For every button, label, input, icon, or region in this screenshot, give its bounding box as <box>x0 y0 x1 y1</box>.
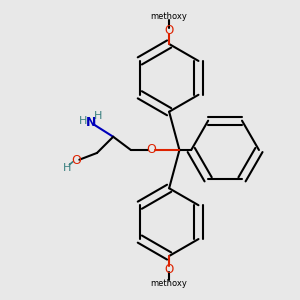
Text: O: O <box>164 24 174 37</box>
Text: H: H <box>94 111 102 121</box>
Text: O: O <box>146 143 156 157</box>
Text: O: O <box>71 154 81 167</box>
Text: O: O <box>164 263 174 276</box>
Text: N: N <box>86 116 96 128</box>
Text: methoxy: methoxy <box>151 11 188 20</box>
Text: H: H <box>63 163 71 173</box>
Text: methoxy: methoxy <box>151 280 188 289</box>
Text: H: H <box>79 116 87 126</box>
